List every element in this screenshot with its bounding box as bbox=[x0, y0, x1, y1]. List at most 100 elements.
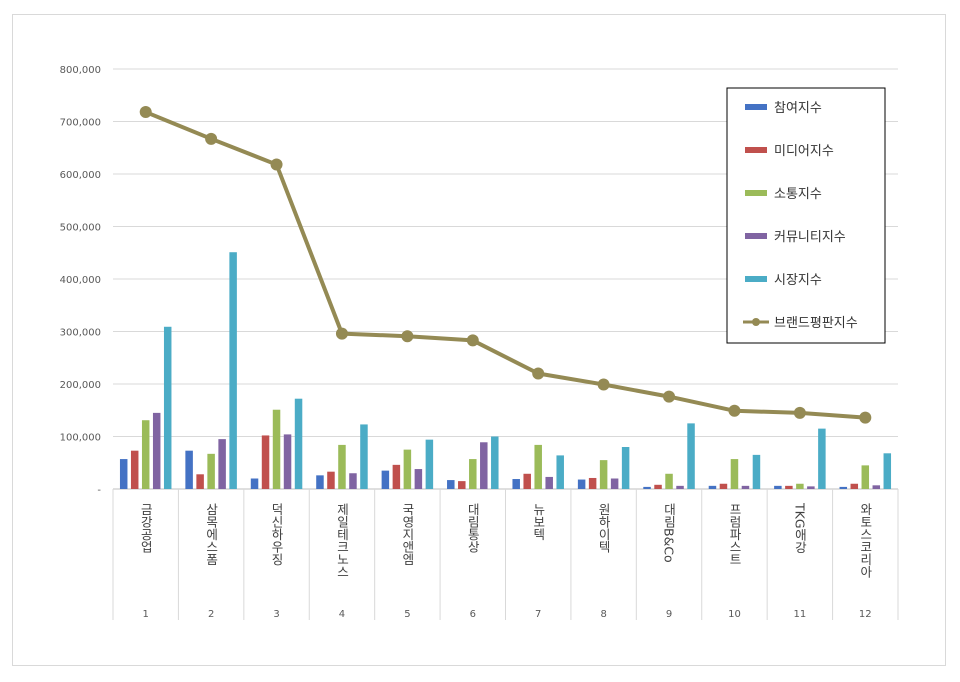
legend-swatch bbox=[745, 147, 767, 153]
bar bbox=[338, 444, 346, 489]
legend-swatch bbox=[745, 233, 767, 239]
rank-label: 11 bbox=[794, 609, 807, 620]
bar bbox=[349, 473, 357, 489]
bar bbox=[839, 486, 848, 489]
category-label: 덕신하우징 bbox=[269, 503, 284, 566]
bar bbox=[708, 485, 717, 489]
bar bbox=[163, 326, 172, 489]
category-label: 대림통상 bbox=[465, 503, 480, 553]
bar bbox=[523, 473, 531, 489]
bar bbox=[316, 475, 324, 489]
bar bbox=[719, 483, 728, 489]
y-tick-label: 300,000 bbox=[60, 328, 101, 339]
bar bbox=[327, 471, 335, 489]
bar bbox=[796, 483, 804, 489]
legend-label: 참여지수 bbox=[774, 101, 822, 116]
category-label: 뉴보텍 bbox=[531, 503, 546, 541]
bar bbox=[730, 459, 739, 489]
bar bbox=[458, 481, 466, 489]
bar bbox=[491, 436, 499, 489]
bar bbox=[872, 485, 881, 489]
bar bbox=[469, 459, 477, 489]
bar bbox=[687, 423, 695, 489]
bar bbox=[654, 484, 662, 489]
line-marker bbox=[335, 327, 348, 340]
category-label: 국영지앤엠 bbox=[400, 503, 415, 566]
legend-label: 소통지수 bbox=[774, 187, 822, 202]
y-tick-label: - bbox=[97, 485, 101, 496]
rank-label: 8 bbox=[600, 609, 606, 620]
bar bbox=[425, 439, 434, 489]
line-series bbox=[144, 110, 866, 420]
bar bbox=[818, 428, 826, 489]
bar bbox=[545, 476, 553, 489]
line-marker bbox=[793, 406, 806, 419]
rank-label: 3 bbox=[273, 609, 279, 620]
category-label: 제일테크노스 bbox=[334, 503, 349, 578]
rank-label: 7 bbox=[535, 609, 541, 620]
bar bbox=[272, 409, 281, 489]
bar bbox=[403, 449, 412, 489]
rank-label: 1 bbox=[143, 609, 149, 620]
bar bbox=[447, 480, 455, 489]
line-marker bbox=[270, 158, 283, 171]
bar bbox=[741, 485, 750, 489]
bar bbox=[294, 398, 303, 489]
y-tick-label: 800,000 bbox=[60, 65, 101, 76]
bar bbox=[599, 460, 608, 489]
bar bbox=[577, 479, 586, 489]
bar bbox=[119, 459, 128, 489]
y-tick-label: 100,000 bbox=[60, 433, 101, 444]
legend-swatch bbox=[745, 104, 767, 110]
rank-label: 2 bbox=[208, 609, 214, 620]
bar bbox=[229, 252, 237, 489]
bar bbox=[218, 439, 226, 489]
bar bbox=[283, 434, 292, 489]
bar bbox=[381, 470, 390, 489]
legend-label: 커뮤니티지수 bbox=[774, 230, 846, 245]
rank-label: 5 bbox=[404, 609, 410, 620]
bar bbox=[130, 450, 139, 489]
bar bbox=[556, 455, 564, 489]
bar bbox=[185, 450, 193, 489]
legend-label: 브랜드평판지수 bbox=[774, 316, 858, 331]
y-tick-label: 600,000 bbox=[60, 170, 101, 181]
bar bbox=[883, 453, 892, 489]
bar bbox=[480, 442, 488, 489]
bar bbox=[207, 453, 215, 489]
category-label: 프럼파스트 bbox=[727, 503, 742, 566]
bar bbox=[665, 473, 673, 489]
line-marker bbox=[859, 411, 872, 424]
category-label: 와토스코리아 bbox=[858, 503, 873, 578]
line-marker bbox=[532, 367, 545, 380]
bar bbox=[360, 424, 368, 489]
bar bbox=[861, 465, 870, 489]
line-marker bbox=[139, 106, 152, 119]
bar bbox=[752, 454, 761, 489]
category-label: 원하이텍 bbox=[596, 503, 611, 553]
bar bbox=[621, 447, 630, 489]
line-marker bbox=[728, 404, 741, 417]
category-label: 대림B&Co bbox=[662, 503, 677, 563]
bar bbox=[512, 479, 520, 489]
category-label: TKG애강 bbox=[792, 502, 807, 554]
rank-label: 9 bbox=[666, 609, 672, 620]
bar bbox=[588, 477, 597, 489]
y-tick-label: 700,000 bbox=[60, 118, 101, 129]
bar bbox=[196, 474, 204, 489]
bar bbox=[250, 478, 259, 489]
bar bbox=[414, 469, 423, 489]
bar bbox=[643, 486, 651, 489]
line-marker bbox=[205, 132, 218, 145]
category-label: 금강공업 bbox=[138, 503, 153, 553]
bar bbox=[850, 483, 859, 489]
legend-label: 미디어지수 bbox=[774, 144, 834, 159]
bar bbox=[534, 444, 542, 489]
bar bbox=[807, 486, 815, 489]
legend-label: 시장지수 bbox=[774, 273, 822, 288]
bar bbox=[774, 485, 782, 489]
rank-label: 4 bbox=[339, 609, 345, 620]
line-marker bbox=[597, 378, 610, 391]
bar bbox=[676, 485, 684, 489]
